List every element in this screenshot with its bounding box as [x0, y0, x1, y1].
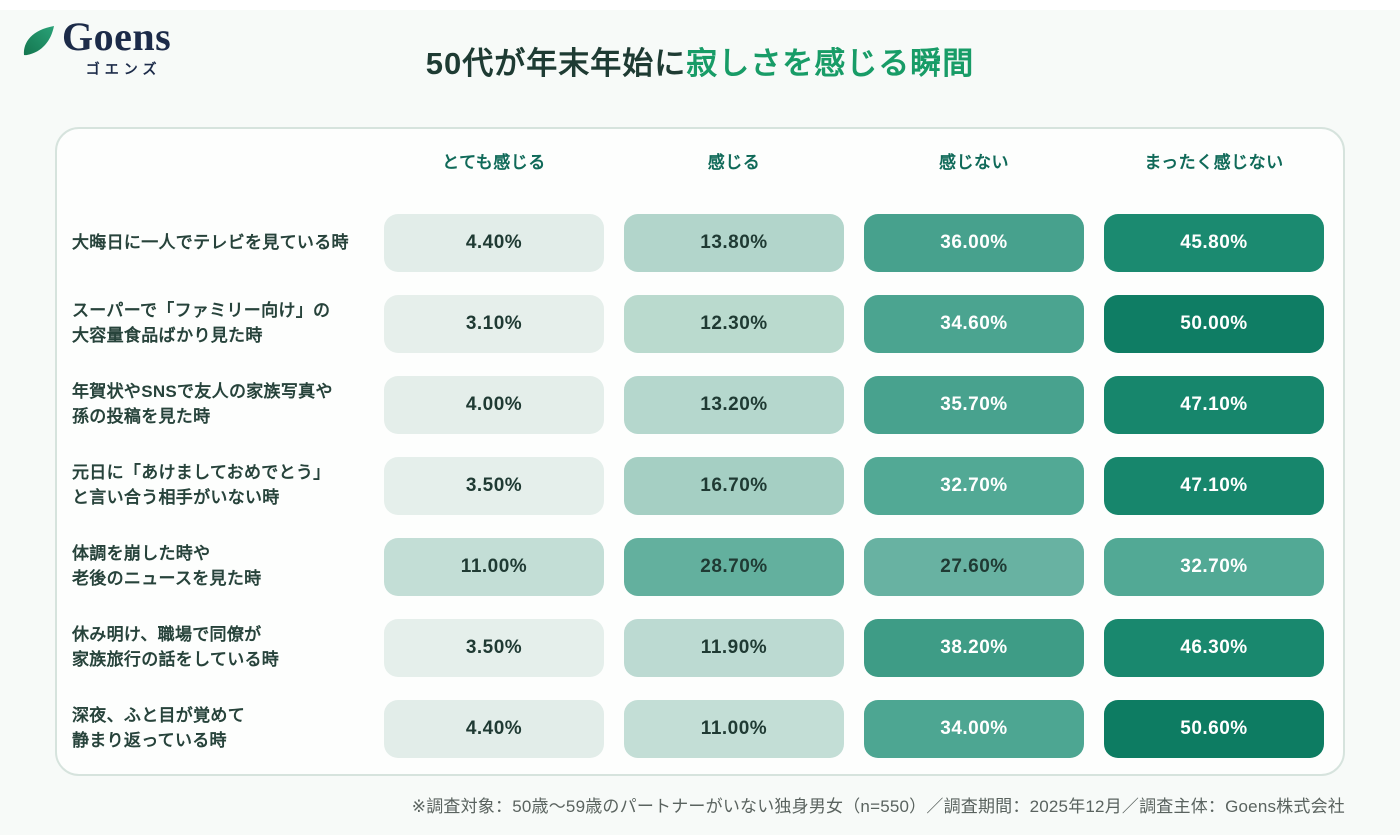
- heatmap-cell: 13.20%: [624, 376, 844, 434]
- heatmap-cell: 28.70%: [624, 538, 844, 596]
- row-label: 休み明け、職場で同僚が 家族旅行の話をしている時: [72, 625, 280, 669]
- survey-card: とても感じる 感じる 感じない まったく感じない 大晦日に一人でテレビを見ている…: [55, 127, 1345, 776]
- heatmap-cell: 47.10%: [1104, 457, 1324, 515]
- heatmap-cell: 3.50%: [384, 457, 604, 515]
- header: Goens ゴエンズ 50代が年末年始に寂しさを感じる瞬間: [0, 0, 1400, 118]
- heatmap-cell: 16.70%: [624, 457, 844, 515]
- row-label: 体調を崩した時や 老後のニュースを見た時: [72, 544, 262, 588]
- goens-logo: Goens ゴエンズ: [22, 16, 171, 79]
- column-header-kanjiru: 感じる: [707, 152, 761, 172]
- heatmap-cell: 32.70%: [864, 457, 1084, 515]
- heatmap-cell: 50.00%: [1104, 295, 1324, 353]
- heatmap-cell: 47.10%: [1104, 376, 1324, 434]
- row-label: 年賀状やSNSで友人の家族写真や 孫の投稿を見た時: [72, 382, 333, 426]
- top-strip: [0, 0, 1400, 10]
- heatmap-cell: 11.90%: [624, 619, 844, 677]
- heatmap-cell: 50.60%: [1104, 700, 1324, 758]
- logo-subtitle: ゴエンズ: [85, 61, 162, 77]
- heatmap-grid: とても感じる 感じる 感じない まったく感じない 大晦日に一人でテレビを見ている…: [57, 129, 1343, 758]
- heatmap-cell: 46.30%: [1104, 619, 1324, 677]
- row-label: 元日に「あけましておめでとう」 と言い合う相手がいない時: [72, 463, 331, 507]
- heatmap-cell: 4.40%: [384, 700, 604, 758]
- page-title: 50代が年末年始に寂しさを感じる瞬間: [0, 38, 1400, 83]
- heatmap-cell: 36.00%: [864, 214, 1084, 272]
- heatmap-cell: 13.80%: [624, 214, 844, 272]
- heatmap-cell: 4.00%: [384, 376, 604, 434]
- leaf-icon: [23, 26, 54, 56]
- logo-text: Goens ゴエンズ: [62, 16, 171, 79]
- heatmap-cell: 11.00%: [624, 700, 844, 758]
- survey-footnote: ※調査対象：50歳〜59歳のパートナーがいない独身男女（n=550）／調査期間：…: [411, 797, 1345, 816]
- column-header-kanjinai: 感じない: [939, 152, 1009, 172]
- heatmap-cell: 3.10%: [384, 295, 604, 353]
- column-header-totemo-kanjiru: とても感じる: [442, 152, 546, 172]
- heatmap-cell: 35.70%: [864, 376, 1084, 434]
- column-header-mattaku-kanjinai: まったく感じない: [1144, 152, 1284, 172]
- logo-name: Goens: [62, 14, 172, 59]
- heatmap-cell: 11.00%: [384, 538, 604, 596]
- row-label: 深夜、ふと目が覚めて 静まり返っている時: [72, 706, 245, 750]
- heatmap-cell: 45.80%: [1104, 214, 1324, 272]
- heatmap-cell: 3.50%: [384, 619, 604, 677]
- heatmap-cell: 38.20%: [864, 619, 1084, 677]
- corner-spacer: [72, 129, 364, 191]
- page-title-highlight: 寂しさを感じる瞬間: [686, 46, 975, 81]
- heatmap-cell: 12.30%: [624, 295, 844, 353]
- page-title-prefix: 50代が年末年始に: [425, 46, 687, 81]
- heatmap-cell: 4.40%: [384, 214, 604, 272]
- row-label: 大晦日に一人でテレビを見ている時: [72, 232, 349, 252]
- heatmap-cell: 32.70%: [1104, 538, 1324, 596]
- row-label: スーパーで「ファミリー向け」の 大容量食品ばかり見た時: [72, 301, 331, 345]
- heatmap-cell: 34.60%: [864, 295, 1084, 353]
- heatmap-cell: 34.00%: [864, 700, 1084, 758]
- heatmap-cell: 27.60%: [864, 538, 1084, 596]
